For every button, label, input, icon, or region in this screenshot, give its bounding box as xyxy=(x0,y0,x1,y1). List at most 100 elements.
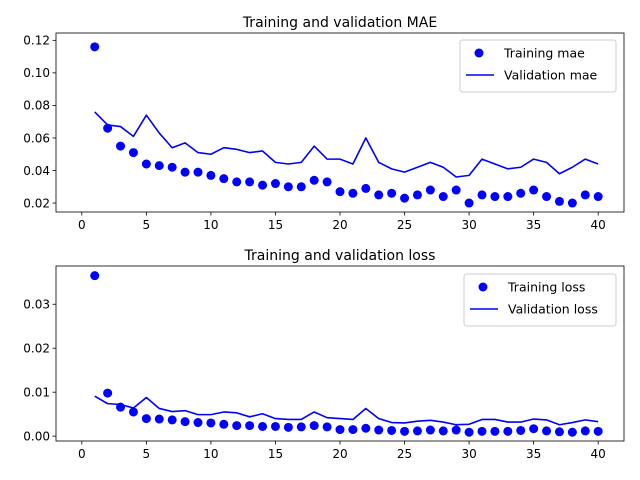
mae-training-mae-point xyxy=(361,183,371,193)
loss-training-loss-point xyxy=(542,426,552,436)
loss-x-tick-label: 35 xyxy=(526,447,541,461)
loss-training-loss-point xyxy=(180,417,190,427)
mae-training-mae-point xyxy=(477,190,487,200)
mae-training-mae-point xyxy=(258,180,268,190)
mae-training-mae-point xyxy=(451,185,461,195)
loss-x-tick-label: 15 xyxy=(268,447,283,461)
mae-x-tick-label: 5 xyxy=(143,218,151,232)
mae-validation-mae-line xyxy=(94,111,599,178)
mae-training-mae-point xyxy=(425,185,435,195)
loss-x-tick-label: 0 xyxy=(78,447,86,461)
mae-training-mae-point xyxy=(245,177,255,187)
loss-training-loss-point xyxy=(438,426,448,436)
mae-x-tick-label: 20 xyxy=(332,218,347,232)
loss-legend: Training loss Validation loss xyxy=(463,273,617,327)
loss-x-tick-label: 25 xyxy=(397,447,412,461)
mae-training-mae-point xyxy=(270,179,280,189)
loss-training-loss-point xyxy=(412,426,422,436)
mae-training-mae-point xyxy=(180,167,190,177)
loss-training-loss-point xyxy=(232,421,242,431)
mae-x-tick-label: 0 xyxy=(78,218,86,232)
mae-training-mae-point xyxy=(90,42,100,52)
loss-training-loss-point xyxy=(490,426,500,436)
loss-training-loss-point xyxy=(219,419,229,429)
loss-x-tick-label: 40 xyxy=(591,447,606,461)
mae-training-mae-point xyxy=(296,182,306,192)
mae-training-mae-point xyxy=(335,187,345,197)
loss-training-loss-point xyxy=(529,424,539,434)
mae-training-mae-point xyxy=(412,190,422,200)
mae-training-mae-point xyxy=(387,188,397,198)
loss-x-tick-label: 30 xyxy=(461,447,476,461)
loss-training-loss-point xyxy=(154,414,164,424)
loss-legend-marker-training xyxy=(478,282,488,292)
mae-legend-box xyxy=(459,39,617,93)
loss-training-loss-point xyxy=(128,407,138,417)
mae-x-tick-label: 15 xyxy=(268,218,283,232)
mae-training-mae-point xyxy=(438,192,448,202)
mae-training-mae-point xyxy=(516,188,526,198)
loss-training-loss-point xyxy=(477,426,487,436)
mae-legend-marker-training xyxy=(474,48,484,58)
mae-y-tick-label: 0.04 xyxy=(23,164,50,178)
mae-training-mae-point xyxy=(503,192,513,202)
loss-training-loss-point xyxy=(206,418,216,428)
mae-chart-title: Training and validation MAE xyxy=(242,15,437,31)
mae-y-ticks: 0.02 0.04 0.06 0.08 0.10 0.12 xyxy=(23,34,56,210)
mae-training-mae-point xyxy=(128,148,138,158)
mae-legend: Training mae Validation mae xyxy=(459,39,617,93)
loss-training-loss-point xyxy=(464,427,474,437)
loss-validation-loss-line xyxy=(94,395,599,426)
loss-chart: Training and validation loss 0 5 10 15 20 25 3… xyxy=(23,248,625,461)
mae-training-mae-point xyxy=(309,175,319,185)
loss-training-loss-point xyxy=(335,425,345,435)
loss-y-ticks: 0.00 0.01 0.02 0.03 xyxy=(23,298,56,443)
loss-training-loss-point xyxy=(322,422,332,432)
mae-training-mae-point xyxy=(116,141,126,151)
loss-x-tick-label: 20 xyxy=(332,447,347,461)
loss-y-tick-label: 0.02 xyxy=(23,342,50,356)
mae-x-tick-label: 25 xyxy=(397,218,412,232)
loss-x-tick-label: 5 xyxy=(143,447,151,461)
loss-training-loss-point xyxy=(374,425,384,435)
mae-y-tick-label: 0.12 xyxy=(23,34,50,48)
loss-training-loss-point xyxy=(503,426,513,436)
loss-training-loss-point xyxy=(309,421,319,431)
mae-training-mae-point xyxy=(206,170,216,180)
mae-training-mae-point xyxy=(593,192,603,202)
mae-training-mae-point xyxy=(542,192,552,202)
loss-training-loss-point xyxy=(116,402,126,412)
loss-training-loss-point xyxy=(283,422,293,432)
loss-training-loss-point xyxy=(103,388,113,398)
loss-y-tick-label: 0.03 xyxy=(23,298,50,312)
loss-x-tick-label: 10 xyxy=(203,447,218,461)
mae-training-mae-point xyxy=(283,182,293,192)
mae-training-mae-point xyxy=(232,177,242,187)
mae-y-tick-label: 0.08 xyxy=(23,99,50,113)
loss-training-loss-point xyxy=(361,423,371,433)
mae-training-mae-point xyxy=(141,159,151,169)
mae-training-mae-point xyxy=(554,196,564,206)
mae-x-ticks: 0 5 10 15 20 25 30 35 40 xyxy=(78,212,606,232)
loss-training-loss-point xyxy=(193,418,203,428)
loss-training-loss-point xyxy=(567,427,577,437)
loss-x-ticks: 0 5 10 15 20 25 30 35 40 xyxy=(78,441,606,461)
mae-training-mae-point xyxy=(348,188,358,198)
mae-x-tick-label: 30 xyxy=(461,218,476,232)
loss-legend-label-validation: Validation loss xyxy=(508,302,598,317)
loss-training-loss-point xyxy=(90,271,100,281)
mae-legend-label-training: Training mae xyxy=(503,46,585,61)
mae-x-tick-label: 35 xyxy=(526,218,541,232)
mae-training-mae-point xyxy=(529,185,539,195)
loss-training-loss-point xyxy=(387,425,397,435)
mae-y-tick-label: 0.06 xyxy=(23,131,50,145)
loss-training-loss-point xyxy=(296,422,306,432)
loss-chart-title: Training and validation loss xyxy=(244,248,436,264)
loss-legend-box xyxy=(463,273,617,327)
loss-training-loss-point xyxy=(348,425,358,435)
loss-training-loss-point xyxy=(141,414,151,424)
loss-training-loss-point xyxy=(580,426,590,436)
mae-training-mae-point xyxy=(219,174,229,184)
loss-training-loss-point xyxy=(451,425,461,435)
